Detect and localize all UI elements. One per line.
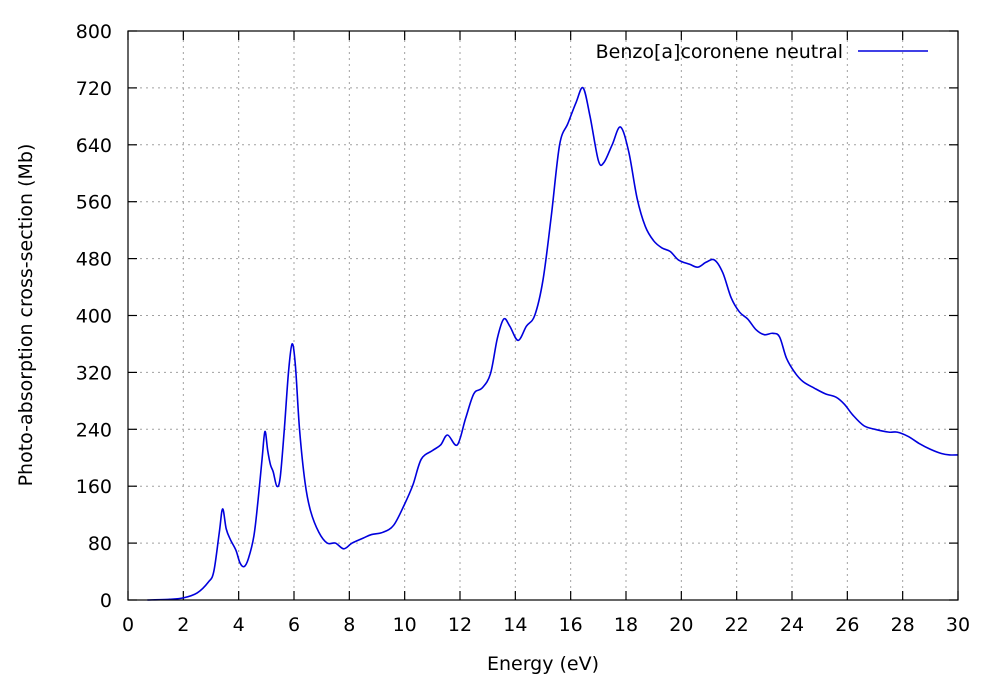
x-tick-label: 16 (559, 614, 583, 636)
y-tick-label: 560 (76, 192, 112, 214)
x-tick-label: 2 (177, 614, 189, 636)
legend: Benzo[a]coronene neutral (596, 41, 928, 63)
plot-frame (127, 30, 959, 601)
x-tick-label: 28 (891, 614, 915, 636)
x-tick-label: 26 (835, 614, 859, 636)
y-axis-label: Photo-absorption cross-section (Mb) (15, 144, 37, 487)
x-tick-label: 12 (448, 614, 472, 636)
y-tick-labels: 0 80 160 240 320 400 480 560 640 720 800 (76, 21, 112, 612)
x-tick-label: 22 (725, 614, 749, 636)
legend-label: Benzo[a]coronene neutral (596, 41, 843, 63)
x-tick-label: 4 (233, 614, 245, 636)
y-tick-label: 0 (100, 590, 112, 612)
x-tick-label: 20 (669, 614, 693, 636)
y-tick-label: 320 (76, 362, 112, 384)
y-tick-label: 720 (76, 78, 112, 100)
y-tick-label: 160 (76, 476, 112, 498)
x-tick-label: 30 (946, 614, 970, 636)
x-axis-label: Energy (eV) (487, 653, 599, 675)
series-layer (147, 86, 959, 601)
y-tick-label: 400 (76, 306, 112, 328)
y-tick-label: 240 (76, 419, 112, 441)
y-tick-label: 640 (76, 135, 112, 157)
x-tick-label: 18 (614, 614, 638, 636)
x-tick-label: 14 (503, 614, 527, 636)
x-tick-label: 10 (393, 614, 417, 636)
x-tick-label: 24 (780, 614, 804, 636)
series-line-0 (147, 86, 959, 601)
x-tick-label: 0 (122, 614, 134, 636)
y-tick-label: 480 (76, 249, 112, 271)
x-tick-labels: 0 2 4 6 8 10 12 14 16 18 20 22 24 26 28 30 (122, 614, 970, 636)
y-tick-label: 80 (88, 533, 112, 555)
x-tick-label: 8 (343, 614, 355, 636)
x-tick-label: 6 (288, 614, 300, 636)
grid-lines (128, 31, 958, 600)
y-tick-label: 800 (76, 21, 112, 43)
